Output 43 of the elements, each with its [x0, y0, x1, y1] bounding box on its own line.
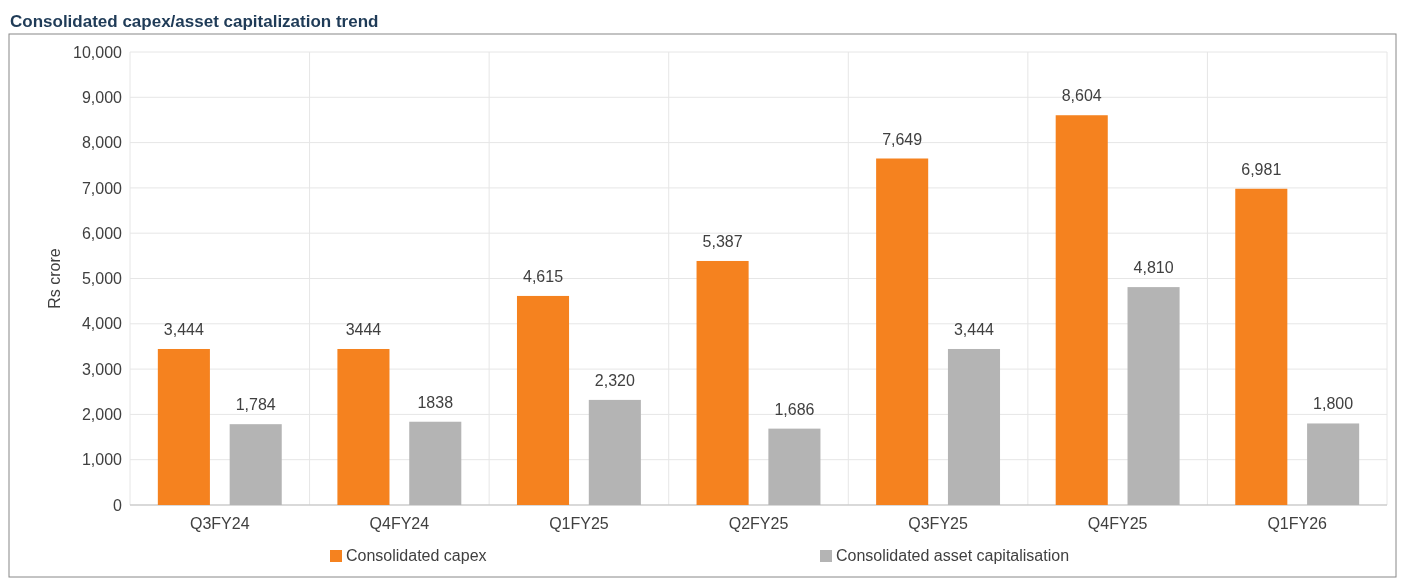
data-label: 4,810 [1133, 259, 1174, 277]
y-tick-label: 0 [113, 496, 123, 514]
bar [157, 348, 210, 505]
data-label: 1,800 [1313, 395, 1354, 413]
x-tick-label: Q3FY25 [908, 515, 968, 532]
y-tick-label: 1,000 [81, 451, 123, 469]
x-tick-label: Q1FY26 [1267, 515, 1328, 532]
bar [1055, 115, 1108, 505]
data-label: 4,615 [522, 267, 564, 285]
data-label: 3444 [345, 320, 382, 338]
bar [876, 158, 929, 505]
data-label: 5,387 [702, 232, 743, 250]
bar [516, 295, 570, 505]
bar [337, 348, 390, 505]
bar [696, 260, 749, 505]
data-label: 7,649 [882, 130, 923, 148]
x-tick-label: Q1FY25 [549, 515, 609, 532]
y-axis-title: Rs crore [46, 248, 63, 309]
data-label: 3,444 [953, 320, 995, 338]
data-label: 1,686 [774, 400, 815, 418]
y-tick-label: 7,000 [81, 179, 123, 197]
data-label: 3,444 [163, 320, 204, 338]
data-label: 1,784 [235, 396, 276, 414]
y-tick-label: 3,000 [81, 360, 123, 378]
y-tick-label: 2,000 [81, 406, 123, 423]
y-tick-label: 9,000 [81, 88, 123, 106]
legend-label: Consolidated asset capitalisation [836, 547, 1070, 564]
data-label: 6,981 [1241, 160, 1282, 178]
data-label: 2,320 [594, 371, 635, 389]
data-label: 1838 [417, 393, 454, 411]
x-tick-label: Q4FY25 [1087, 515, 1148, 532]
x-tick-label: Q2FY25 [728, 515, 789, 532]
legend-label: Consolidated capex [346, 547, 487, 564]
y-tick-label: 8,000 [81, 134, 123, 152]
x-tick-label: Q4FY24 [369, 515, 430, 532]
bar [1235, 188, 1288, 505]
data-label: 8,604 [1061, 87, 1102, 105]
x-tick-label: Q3FY24 [189, 515, 250, 532]
y-tick-label: 6,000 [81, 224, 123, 242]
chart-title: Consolidated capex/asset capitalization trend [10, 12, 379, 31]
y-tick-label: 10,000 [73, 43, 123, 61]
y-tick-label: 4,000 [81, 315, 123, 333]
y-tick-label: 5,000 [81, 270, 123, 288]
